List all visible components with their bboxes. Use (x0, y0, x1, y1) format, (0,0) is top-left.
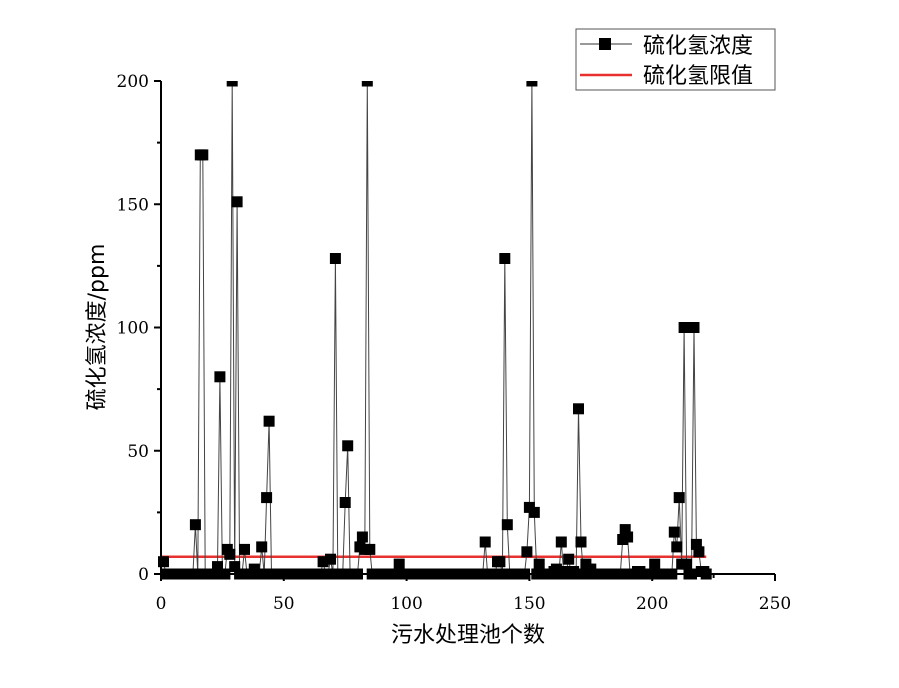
x-axis-ticks: 0 50 100 150 200 250 (156, 574, 791, 614)
data-point-marker (212, 561, 223, 573)
legend-label-limit: 硫化氢限值 (643, 64, 753, 89)
data-point-marker (671, 541, 683, 553)
data-point-marker (229, 561, 241, 573)
legend: 硫化氢浓度 硫化氢限值 (575, 28, 776, 91)
concentration-line (163, 81, 707, 576)
data-point-marker (197, 149, 209, 161)
y-tick-label: 200 (117, 72, 149, 92)
y-axis-title: 硫化氢浓度/ppm (85, 244, 110, 411)
data-point-marker (339, 497, 351, 508)
x-tick-label: 100 (390, 594, 422, 614)
data-point-marker (361, 81, 373, 87)
data-point-marker (231, 196, 243, 208)
data-point-marker (690, 538, 702, 550)
data-point-marker (673, 492, 685, 504)
data-point-marker (256, 541, 268, 553)
data-point-marker (678, 322, 690, 333)
data-point-marker (668, 526, 680, 538)
data-point-marker (479, 536, 491, 548)
data-point-marker (575, 536, 587, 548)
x-tick-label: 0 (156, 594, 167, 614)
x-tick-label: 200 (636, 594, 668, 614)
data-point-marker (619, 524, 631, 536)
data-point-marker (317, 556, 329, 568)
data-point-marker (263, 415, 275, 427)
data-point-marker (526, 81, 538, 87)
data-point-marker (364, 543, 376, 555)
data-point-marker (521, 546, 533, 558)
y-tick-label: 50 (127, 442, 149, 462)
x-axis-title: 污水处理池个数 (391, 623, 545, 648)
data-point-marker (342, 440, 354, 452)
data-point-marker (622, 531, 634, 543)
data-point-marker (528, 506, 540, 518)
data-point-marker (555, 536, 567, 548)
x-tick-label: 250 (759, 594, 791, 614)
data-point-marker (393, 558, 405, 570)
y-tick-label: 150 (117, 195, 149, 215)
data-point-marker (356, 531, 368, 543)
x-tick-label: 150 (513, 594, 545, 614)
data-point-marker (499, 253, 511, 264)
data-point-marker (649, 558, 661, 570)
y-axis-ticks: 0 50 100 150 200 (117, 72, 161, 585)
data-point-marker (329, 253, 341, 264)
x-tick-label: 50 (273, 594, 295, 614)
data-point-marker (239, 543, 250, 555)
data-point-marker (224, 548, 236, 560)
data-point-marker (681, 558, 693, 570)
data-point-marker (214, 371, 226, 383)
concentration-series (158, 81, 712, 580)
data-point-marker (226, 81, 238, 87)
data-point-marker (325, 553, 336, 565)
y-tick-label: 100 (117, 319, 149, 339)
legend-label-concentration: 硫化氢浓度 (643, 34, 753, 59)
data-point-marker (533, 558, 545, 570)
data-point-marker (688, 322, 700, 333)
y-tick-label: 0 (138, 565, 149, 585)
data-point-marker (494, 556, 506, 568)
data-point-marker (189, 519, 201, 531)
data-point-marker (501, 519, 513, 531)
data-point-marker (563, 553, 575, 565)
data-point-marker (693, 546, 705, 558)
legend-marker-square-icon (599, 38, 611, 50)
data-point-marker (573, 403, 584, 415)
data-point-marker (158, 556, 169, 568)
data-point-marker (261, 492, 273, 504)
